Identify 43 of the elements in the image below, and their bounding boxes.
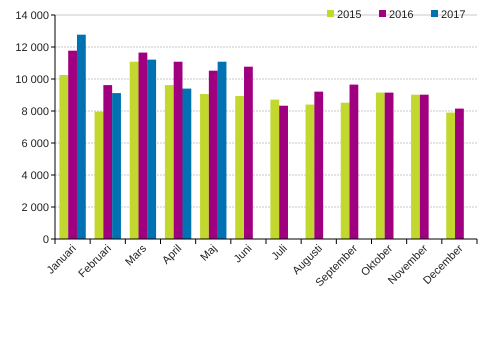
x-tick-label: Juni [232, 242, 255, 266]
x-tick-label: Juli [270, 242, 290, 263]
legend-label: 2016 [389, 8, 414, 21]
bar [147, 60, 156, 239]
bar [420, 94, 429, 239]
bar [350, 84, 358, 239]
bar [174, 62, 182, 239]
y-tick-label: 0 [42, 234, 49, 246]
y-tick-label: 8 000 [21, 106, 49, 118]
bar [112, 93, 121, 239]
bar [270, 100, 280, 239]
legend-label: 2015 [337, 8, 362, 21]
bar [94, 112, 104, 239]
y-tick-label: 10 000 [15, 74, 49, 86]
bar [164, 85, 174, 239]
bar [103, 85, 112, 239]
y-tick-label: 4 000 [21, 170, 49, 182]
bar [455, 108, 464, 239]
bar [235, 96, 244, 239]
bar [340, 102, 350, 239]
bar [218, 62, 226, 239]
legend-label: 2017 [441, 8, 466, 21]
bar [59, 75, 68, 239]
bar [76, 34, 86, 239]
y-tick-label: 6 000 [21, 138, 49, 150]
bar [130, 62, 139, 239]
y-tick-label: 2 000 [21, 202, 49, 214]
bar [306, 104, 314, 239]
bar [200, 94, 209, 239]
bar [182, 88, 192, 239]
bar [138, 52, 148, 239]
bar [446, 112, 456, 239]
bar [384, 92, 394, 239]
bar [411, 94, 420, 239]
y-tick-label: 12 000 [15, 42, 49, 54]
bar [68, 50, 77, 239]
x-tick-label: Maj [198, 242, 220, 264]
y-tick-label: 14 000 [15, 10, 49, 22]
bar [244, 66, 253, 239]
bar [208, 70, 218, 239]
bar [376, 92, 385, 239]
bar [314, 92, 324, 239]
bar [279, 106, 288, 239]
